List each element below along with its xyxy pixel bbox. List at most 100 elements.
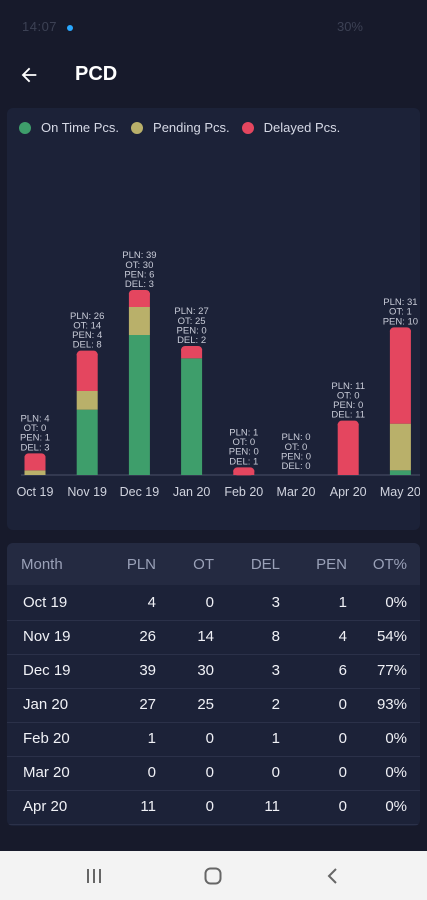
notification-dot-icon (67, 24, 74, 31)
x-tick-label: Oct 19 (17, 485, 54, 499)
cell-pen: 6 (338, 662, 347, 679)
cell-ot-percent: 0% (385, 798, 407, 815)
bar-segment[interactable] (128, 335, 150, 475)
bar-segment[interactable] (128, 307, 150, 335)
cell-ot-percent: 93% (376, 696, 407, 713)
cell-pen: 0 (338, 764, 347, 781)
cell-del: 11 (264, 798, 280, 815)
cell-pen: 4 (338, 628, 347, 645)
column-header-ot-percent: OT% (372, 556, 407, 573)
chart-card: On Time Pcs. Pending Pcs. Delayed Pcs. P… (7, 108, 420, 530)
bar-annotation: OT: 25 (178, 316, 206, 327)
cell-del: 8 (271, 628, 280, 645)
cell-month: Feb 20 (23, 730, 70, 747)
cell-del: 0 (271, 764, 280, 781)
legend-item-pending[interactable]: Pending Pcs. (131, 120, 230, 135)
bar-segment[interactable] (389, 423, 411, 471)
cell-del: 3 (271, 594, 280, 611)
bar-annotation: PLN: 39 (122, 250, 156, 261)
bar-cap (389, 327, 411, 336)
legend-item-on-time[interactable]: On Time Pcs. (19, 120, 119, 135)
bar-annotation: DEL: 1 (229, 456, 258, 467)
cell-ot-percent: 0% (385, 730, 407, 747)
bar-segment[interactable] (76, 353, 98, 391)
home-button[interactable] (193, 863, 233, 889)
cell-del: 2 (271, 696, 280, 713)
bar-segment[interactable] (389, 330, 411, 424)
cell-ot-percent: 0% (385, 594, 407, 611)
bar-segment[interactable] (76, 391, 98, 410)
table-header: Month PLN OT DEL PEN OT% (7, 543, 420, 585)
column-header-pln: PLN (126, 556, 156, 573)
table-row: Oct 19 4 0 3 1 0% (7, 586, 420, 621)
bar-annotation: PEN: 10 (383, 316, 418, 327)
cell-del: 3 (271, 662, 280, 679)
bar-segment[interactable] (181, 358, 203, 475)
bar-annotation: OT: 0 (24, 423, 47, 434)
bar-annotation: OT: 0 (232, 437, 255, 448)
cell-ot: 0 (205, 730, 214, 747)
bar-annotation: DEL: 11 (331, 410, 365, 421)
table-row: Apr 20 11 0 11 0 0% (7, 790, 420, 825)
bar-segment[interactable] (76, 409, 98, 475)
bar-segment[interactable] (24, 470, 46, 475)
column-header-pen: PEN (316, 556, 347, 573)
cell-month: Jan 20 (23, 696, 69, 713)
home-icon (204, 867, 222, 885)
table-row: Mar 20 0 0 0 0 0% (7, 756, 420, 791)
legend-dot-icon (19, 121, 31, 134)
bar-cap (233, 467, 255, 476)
bar-annotation: PEN: 4 (72, 330, 102, 341)
cell-month: Dec 19 (23, 662, 71, 679)
bar-annotation: PLN: 1 (229, 428, 258, 439)
cell-ot: 30 (197, 662, 214, 679)
bar-segment[interactable] (389, 470, 411, 475)
cell-ot-percent: 54% (376, 628, 407, 645)
bar-annotation: DEL: 3 (20, 442, 49, 453)
table-row: Nov 19 26 14 8 4 54% (7, 620, 420, 655)
x-tick-label: Jan 20 (173, 485, 211, 499)
bar-cap (128, 290, 150, 298)
cell-pln: 1 (147, 730, 156, 747)
battery-level: 30% (336, 19, 363, 34)
cell-month: Apr 20 (23, 798, 68, 815)
x-tick-label: Mar 20 (277, 485, 316, 499)
system-back-button[interactable] (313, 863, 353, 889)
x-tick-label: Nov 19 (67, 485, 107, 499)
bar-annotation: OT: 0 (285, 442, 308, 453)
bar-annotation: PLN: 31 (383, 297, 417, 308)
cell-month: Nov 19 (23, 628, 71, 645)
cell-ot: 0 (205, 594, 214, 611)
x-tick-label: May 20 (380, 485, 420, 499)
cell-pln: 27 (139, 696, 156, 713)
app-header: PCD (0, 52, 427, 100)
status-bar: 14:07 30% (0, 0, 427, 52)
bar-annotation: PLN: 27 (174, 306, 208, 317)
column-header-ot: OT (193, 556, 214, 573)
x-tick-label: Dec 19 (120, 485, 160, 499)
cell-pln: 39 (139, 662, 156, 679)
bar-annotation: PLN: 0 (281, 432, 310, 443)
back-arrow-button[interactable] (14, 60, 44, 90)
recents-button[interactable] (74, 863, 114, 889)
cell-ot-percent: 77% (376, 662, 407, 679)
bar-annotation: PEN: 0 (281, 451, 311, 462)
bar-cap (181, 346, 203, 354)
bar-segment[interactable] (337, 423, 359, 475)
bar-cap (24, 453, 46, 462)
status-time: 14:07 (22, 19, 58, 34)
bar-cap (76, 350, 98, 359)
bar-annotation: OT: 14 (73, 320, 101, 331)
cell-ot: 0 (205, 764, 214, 781)
bar-cap (337, 420, 359, 429)
system-navigation-bar (0, 851, 427, 900)
page-title: PCD (75, 63, 118, 85)
cell-pln: 4 (147, 594, 156, 611)
arrow-left-icon (21, 67, 37, 83)
legend-item-delayed[interactable]: Delayed Pcs. (241, 120, 340, 135)
table-row: Jan 20 27 25 2 0 93% (7, 688, 420, 723)
bar-annotation: OT: 1 (389, 307, 412, 318)
table-row: Feb 20 1 0 1 0 0% (7, 722, 420, 757)
bar-annotation: PEN: 6 (124, 269, 154, 280)
